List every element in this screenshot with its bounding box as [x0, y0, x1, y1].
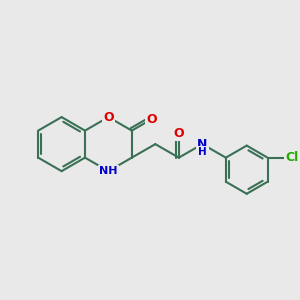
Text: Cl: Cl — [286, 151, 299, 164]
Text: O: O — [103, 111, 114, 124]
Text: N: N — [197, 138, 208, 151]
Text: H: H — [198, 147, 207, 157]
Text: O: O — [146, 113, 157, 126]
Text: NH: NH — [99, 166, 118, 176]
Text: O: O — [173, 127, 184, 140]
